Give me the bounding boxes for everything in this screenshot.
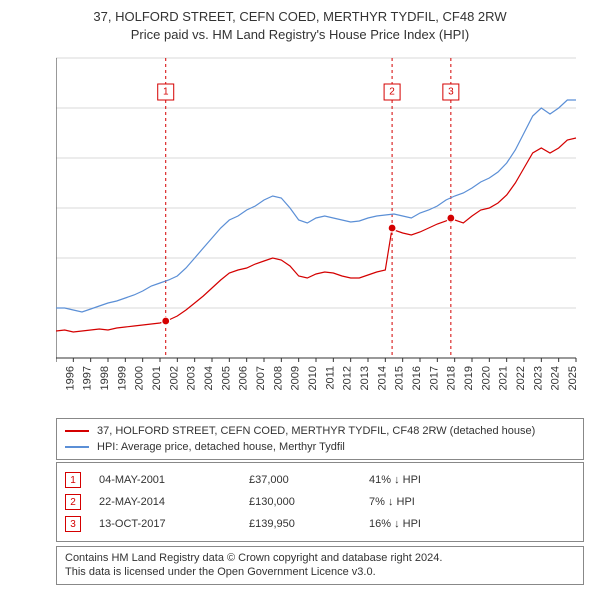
x-tick-label: 2017 [428, 366, 440, 390]
sales-marker: 2 [65, 494, 81, 510]
chart-container: 37, HOLFORD STREET, CEFN COED, MERTHYR T… [0, 0, 600, 590]
x-tick-label: 2004 [203, 366, 215, 390]
legend-swatch [65, 430, 89, 432]
x-tick-label: 2001 [151, 366, 163, 390]
title-line-2: Price paid vs. HM Land Registry's House … [131, 27, 469, 42]
x-tick-label: 2022 [515, 366, 527, 390]
x-tick-label: 2000 [134, 366, 146, 390]
x-tick-label: 1997 [82, 366, 94, 390]
sales-diff: 41% ↓ HPI [369, 474, 529, 486]
sales-price: £37,000 [249, 474, 369, 486]
x-tick-label: 2005 [220, 366, 232, 390]
x-tick-label: 1999 [116, 366, 128, 390]
event-dot [162, 317, 170, 325]
sales-price: £130,000 [249, 496, 369, 508]
x-tick-label: 2025 [567, 366, 579, 390]
legend-label: HPI: Average price, detached house, Mert… [97, 441, 345, 453]
legend-label: 37, HOLFORD STREET, CEFN COED, MERTHYR T… [97, 425, 535, 437]
legend-item: HPI: Average price, detached house, Mert… [65, 439, 575, 455]
x-tick-label: 2015 [394, 366, 406, 390]
x-tick-label: 2020 [480, 366, 492, 390]
x-tick-label: 2009 [290, 366, 302, 390]
sales-date: 22-MAY-2014 [99, 496, 249, 508]
x-tick-label: 1998 [99, 366, 111, 390]
x-tick-label: 2002 [168, 366, 180, 390]
x-tick-label: 2023 [532, 366, 544, 390]
legend-item: 37, HOLFORD STREET, CEFN COED, MERTHYR T… [65, 423, 575, 439]
x-tick-label: 1996 [64, 366, 76, 390]
x-tick-label: 2010 [307, 366, 319, 390]
footer-line-2: This data is licensed under the Open Gov… [65, 566, 376, 578]
sales-marker: 3 [65, 516, 81, 532]
event-dot [388, 224, 396, 232]
x-tick-label: 2018 [446, 366, 458, 390]
x-tick-label: 2019 [463, 366, 475, 390]
sales-row: 3 13-OCT-2017£139,95016% ↓ HPI [65, 513, 575, 535]
sales-diff: 16% ↓ HPI [369, 518, 529, 530]
sales-marker: 1 [65, 472, 81, 488]
legend: 37, HOLFORD STREET, CEFN COED, MERTHYR T… [56, 418, 584, 460]
event-marker-number: 2 [389, 87, 395, 98]
x-tick-label: 2007 [255, 366, 267, 390]
x-tick-label: 2003 [186, 366, 198, 390]
sales-date: 13-OCT-2017 [99, 518, 249, 530]
price-chart: £0£50K£100K£150K£200K£250K£300K199519961… [56, 48, 586, 408]
x-tick-label: 2011 [324, 366, 336, 390]
sales-row: 2 22-MAY-2014£130,0007% ↓ HPI [65, 491, 575, 513]
x-tick-label: 1995 [56, 366, 59, 390]
sales-table: 1 04-MAY-2001£37,00041% ↓ HPI 2 22-MAY-2014… [56, 462, 584, 542]
event-marker-number: 3 [448, 87, 454, 98]
x-tick-label: 2021 [498, 366, 510, 390]
x-tick-label: 2008 [272, 366, 284, 390]
x-tick-label: 2014 [376, 366, 388, 390]
x-tick-label: 2006 [238, 366, 250, 390]
sales-price: £139,950 [249, 518, 369, 530]
event-dot [447, 214, 455, 222]
x-tick-label: 2016 [411, 366, 423, 390]
x-tick-label: 2024 [550, 366, 562, 390]
x-tick-label: 2012 [342, 366, 354, 390]
x-tick-label: 2013 [359, 366, 371, 390]
legend-swatch [65, 446, 89, 448]
sales-diff: 7% ↓ HPI [369, 496, 529, 508]
event-marker-number: 1 [163, 87, 169, 98]
sales-row: 1 04-MAY-2001£37,00041% ↓ HPI [65, 469, 575, 491]
sales-date: 04-MAY-2001 [99, 474, 249, 486]
footer-attribution: Contains HM Land Registry data © Crown c… [56, 546, 584, 585]
title-line-1: 37, HOLFORD STREET, CEFN COED, MERTHYR T… [93, 9, 506, 24]
footer-line-1: Contains HM Land Registry data © Crown c… [65, 552, 442, 564]
chart-title: 37, HOLFORD STREET, CEFN COED, MERTHYR T… [0, 8, 600, 43]
